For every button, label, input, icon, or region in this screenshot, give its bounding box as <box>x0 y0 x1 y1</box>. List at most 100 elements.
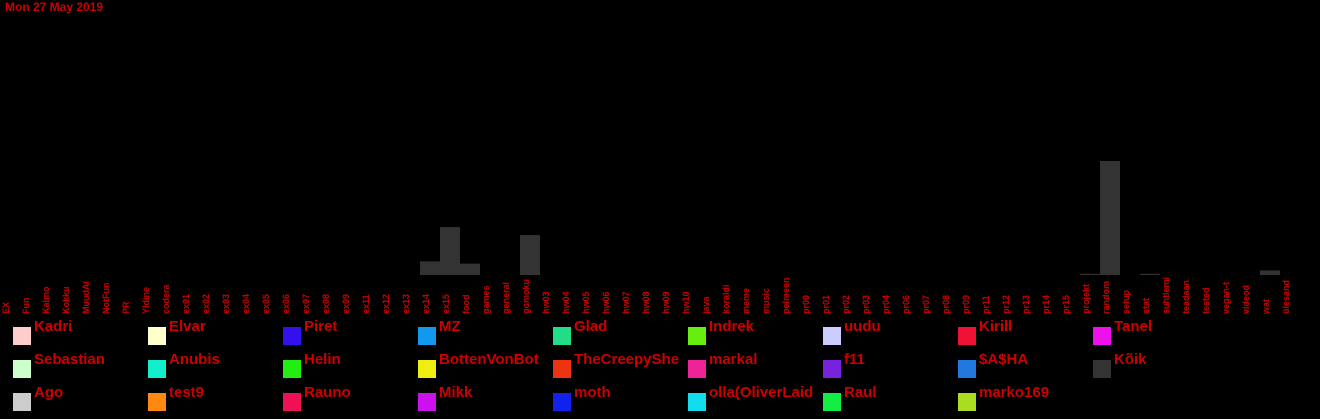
legend-item: Tanel <box>1093 318 1223 345</box>
legend-label: MZ <box>439 318 461 335</box>
legend-swatch <box>823 327 841 345</box>
legend-swatch <box>553 327 571 345</box>
bar-chart: EX Fun Kalmo Kokku MuudAi NotFun PR Yldine coder… <box>1 161 1291 315</box>
tick-label-ex06: ex06 <box>281 294 291 314</box>
tick-label-codera: codera <box>161 283 171 314</box>
tick-label-pr03: pr03 <box>861 295 871 314</box>
tick-label-gomoku: gomoku <box>521 279 531 314</box>
legend-label: Ago <box>34 384 64 401</box>
tick-label-koraldi: koraldi <box>721 284 731 314</box>
tick-label-EX: EX <box>1 302 11 314</box>
legend-label: Rauno <box>304 384 351 401</box>
legend-swatch <box>418 327 436 345</box>
legend-swatch <box>13 360 31 378</box>
tick-label-hw10: hw10 <box>681 291 691 314</box>
tick-label-pr12: pr12 <box>1001 295 1011 314</box>
tick-label-hw08: hw08 <box>641 291 651 314</box>
legend-item: Rauno <box>283 384 413 411</box>
tick-label-ex13: ex13 <box>401 294 411 314</box>
legend-item: Elvar <box>148 318 278 345</box>
legend-item: Ago <box>13 384 143 411</box>
legend-item: MZ <box>418 318 548 345</box>
legend-swatch <box>13 327 31 345</box>
legend-swatch <box>418 360 436 378</box>
date-label: Mon 27 May 2019 <box>5 0 104 14</box>
legend-label: Kirill <box>979 318 1013 335</box>
legend-swatch <box>148 327 166 345</box>
tick-label-Kokku: Kokku <box>61 286 71 314</box>
legend-label: Sebastian <box>34 351 105 368</box>
tick-label-pr09: pr09 <box>961 295 971 314</box>
legend-item: marko169 <box>958 384 1088 411</box>
legend-label: Kõik <box>1114 351 1147 368</box>
tick-label-NotFun: NotFun <box>101 283 111 315</box>
tick-label-ex11: ex11 <box>361 294 371 314</box>
legend-label: Piret <box>304 318 338 335</box>
tick-label-ex14: ex14 <box>421 294 431 314</box>
bar-ex15 <box>440 227 460 275</box>
tick-label-suhtlemi: suhtlemi <box>1161 277 1171 314</box>
legend-label: Kadri <box>34 318 73 335</box>
tick-label-ex12: ex12 <box>381 294 391 314</box>
bar-food <box>460 263 480 275</box>
tick-label-stat: stat <box>1141 298 1151 314</box>
tick-label-ex02: ex02 <box>201 294 211 314</box>
legend-label: Elvar <box>169 318 206 335</box>
legend-swatch <box>148 393 166 411</box>
legend-item: BottenVonBot <box>418 351 548 378</box>
legend: Kadri Elvar Piret MZ Glad Indrek uudu Kirill Tan… <box>0 318 1320 418</box>
tick-label-ex01: ex01 <box>181 294 191 314</box>
tick-label-hw04: hw04 <box>561 291 571 314</box>
legend-swatch <box>688 360 706 378</box>
legend-item: f11 <box>823 351 953 378</box>
tick-label-Yldine: Yldine <box>141 287 151 314</box>
legend-item: olla(OliverLaid <box>688 384 818 411</box>
legend-label: TheCreepyShe <box>574 351 680 368</box>
legend-label: f11 <box>844 351 865 368</box>
tick-label-ex08: ex08 <box>321 294 331 314</box>
bar-gomoku <box>520 235 540 275</box>
legend-item: TheCreepyShe <box>553 351 683 378</box>
legend-label: Mikk <box>439 384 473 401</box>
tick-label-pr04: pr04 <box>881 295 891 314</box>
tick-label-vegan-t: vegan-t <box>1221 282 1231 314</box>
legend-label: Raul <box>844 384 877 401</box>
legend-swatch <box>283 393 301 411</box>
tick-label-meme: meme <box>741 288 751 314</box>
legend-item: markal <box>688 351 818 378</box>
tick-label-ex07: ex07 <box>301 294 311 314</box>
legend-swatch <box>283 327 301 345</box>
tick-label-teadaan: teadaan <box>1181 280 1191 314</box>
bar-wat <box>1260 270 1280 275</box>
legend-label: olla(OliverLaid <box>709 384 814 401</box>
legend-swatch <box>688 327 706 345</box>
tick-label-pr14: pr14 <box>1041 295 1051 314</box>
legend-label: $A$HA <box>979 351 1029 368</box>
legend-swatch <box>418 393 436 411</box>
legend-label: markal <box>709 351 758 368</box>
legend-swatch <box>958 327 976 345</box>
bar-projekt <box>1080 273 1100 275</box>
legend-item: Kõik <box>1093 351 1223 378</box>
tick-label-ülesand: ülesand <box>1281 280 1291 314</box>
legend-swatch <box>958 360 976 378</box>
legend-label: Anubis <box>169 351 220 368</box>
legend-swatch <box>823 393 841 411</box>
tick-label-Kalmo: Kalmo <box>41 286 51 314</box>
tick-label-Fun: Fun <box>21 298 31 315</box>
tick-label-wat: wat <box>1261 299 1271 315</box>
legend-item: Kadri <box>13 318 143 345</box>
legend-item: test9 <box>148 384 278 411</box>
tick-label-ex09: ex09 <box>341 294 351 314</box>
tick-label-hw07: hw07 <box>621 291 631 314</box>
legend-swatch <box>553 360 571 378</box>
tick-label-ex05: ex05 <box>261 294 271 314</box>
legend-label: Indrek <box>709 318 755 335</box>
legend-item: Sebastian <box>13 351 143 378</box>
tick-label-hw09: hw09 <box>661 291 671 314</box>
tick-label-hw03: hw03 <box>541 291 551 314</box>
tick-label-pr15: pr15 <box>1061 295 1071 314</box>
tick-label-tested: tested <box>1201 287 1211 314</box>
legend-label: marko169 <box>979 384 1050 401</box>
legend-item: Anubis <box>148 351 278 378</box>
